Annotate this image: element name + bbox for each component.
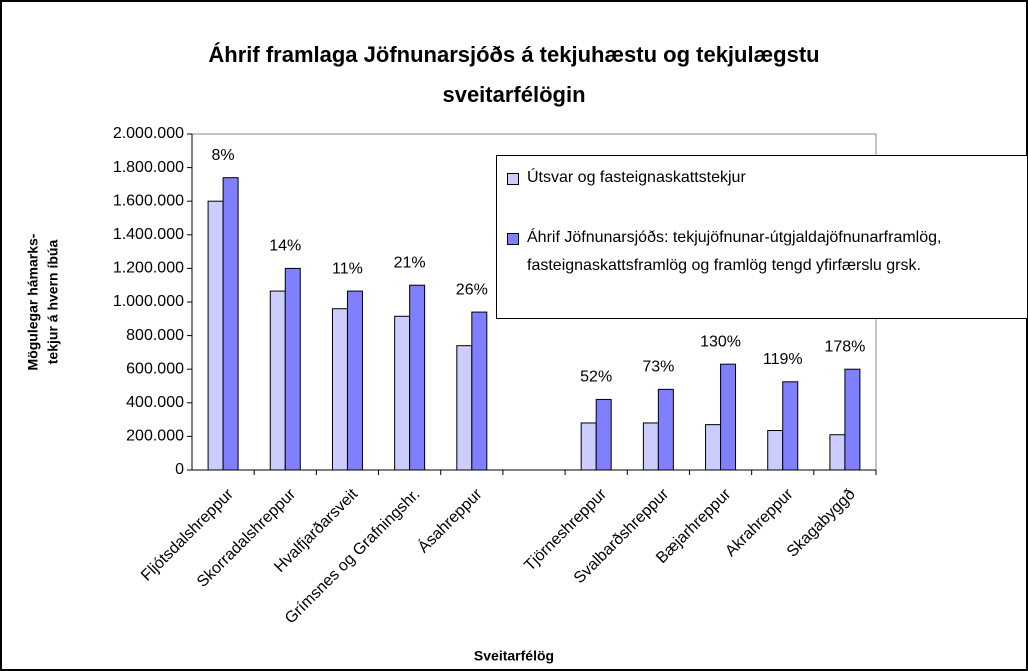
bar — [580, 422, 597, 471]
bar — [720, 363, 737, 471]
data-annotation: 119% — [763, 351, 803, 368]
data-annotation: 178% — [824, 338, 865, 355]
y-tick-label: 1.600.000 — [113, 192, 184, 209]
data-annotation: 130% — [700, 333, 741, 350]
legend-swatch — [507, 173, 519, 185]
y-tick-label: 1.800.000 — [113, 159, 184, 176]
bar — [705, 424, 722, 471]
data-annotation: 11% — [332, 260, 363, 277]
legend-item: Áhrif Jöfnunarsjóðs: tekjujöfnunar-útgja… — [507, 224, 1017, 280]
bar — [331, 308, 348, 471]
y-axis-label: tekjur á hvern íbúa — [45, 240, 61, 365]
bar — [767, 430, 784, 471]
bar — [409, 284, 426, 471]
bar — [471, 311, 488, 471]
y-tick-label: 800.000 — [126, 327, 184, 344]
y-tick-label: 2.000.000 — [113, 125, 184, 142]
data-annotation: 14% — [269, 238, 301, 255]
x-axis-label: Sveitarfélög — [474, 648, 554, 664]
bar — [456, 345, 473, 471]
bar — [394, 315, 411, 471]
y-tick-label: 0 — [175, 461, 184, 478]
legend-label: Áhrif Jöfnunarsjóðs: tekjujöfnunar-útgja… — [527, 229, 942, 274]
legend-swatch — [507, 233, 519, 245]
legend-label: Útsvar og fasteignaskattstekjur — [527, 169, 746, 186]
y-tick-label: 200.000 — [126, 428, 184, 445]
bar — [595, 398, 612, 471]
y-tick-label: 600.000 — [126, 360, 184, 377]
bar — [829, 434, 846, 471]
bar — [782, 381, 799, 471]
data-annotation: 73% — [642, 359, 674, 376]
y-tick-label: 1.400.000 — [113, 226, 184, 243]
data-annotation: 26% — [456, 281, 488, 298]
y-axis-label: Mögulegar hámarks- — [25, 233, 41, 370]
chart-title: Áhrif framlaga Jöfnunarsjóðs á tekjuhæst… — [208, 42, 819, 67]
bar — [642, 422, 659, 471]
y-tick-label: 1.000.000 — [113, 293, 184, 310]
y-tick-label: 400.000 — [126, 394, 184, 411]
legend-item: Útsvar og fasteignaskattstekjur — [507, 164, 1017, 192]
bar — [284, 267, 301, 471]
chart-title: sveitarfélögin — [442, 82, 585, 107]
bar — [346, 290, 363, 471]
y-tick-label: 1.200.000 — [113, 260, 184, 277]
data-annotation: 8% — [212, 147, 235, 164]
legend: Útsvar og fasteignaskattstekjur Áhrif Jöf… — [496, 155, 1028, 319]
bar — [844, 368, 861, 471]
bar — [207, 200, 224, 471]
bar — [657, 388, 674, 471]
bar — [222, 177, 239, 471]
data-annotation: 52% — [580, 369, 612, 386]
data-annotation: 21% — [394, 254, 426, 271]
bar — [269, 290, 286, 471]
